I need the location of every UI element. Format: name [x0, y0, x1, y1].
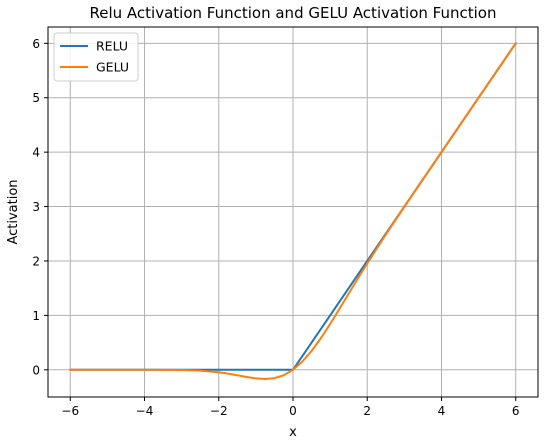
y-tick-label: 2	[32, 254, 40, 268]
y-tick-label: 1	[32, 309, 40, 323]
x-axis-label: x	[289, 425, 297, 440]
series-line-gelu	[69, 42, 517, 381]
y-tick-label: 6	[32, 37, 40, 51]
x-tick-label: 2	[363, 404, 371, 418]
x-tick-label: −4	[136, 404, 154, 418]
y-tick-label: 3	[32, 200, 40, 214]
legend-label-relu: RELU	[96, 39, 128, 54]
x-tick-label: 0	[289, 404, 297, 418]
y-ticks: 0 1 2 3 4 5 6	[32, 37, 48, 377]
y-axis-label: Activation	[6, 179, 21, 244]
y-tick-label: 5	[32, 91, 40, 105]
x-tick-label: 6	[512, 404, 520, 418]
x-tick-label: 4	[438, 404, 446, 418]
chart-title: Relu Activation Function and GELU Activa…	[90, 4, 497, 22]
y-tick-label: 0	[32, 363, 40, 377]
x-tick-label: −6	[61, 404, 79, 418]
series-lines	[69, 42, 517, 381]
x-tick-label: −2	[210, 404, 228, 418]
y-tick-label: 4	[32, 146, 40, 160]
grid	[48, 27, 538, 397]
legend: RELU GELU	[53, 32, 139, 82]
x-ticks: −6 −4 −2 0 2 4 6	[61, 397, 520, 418]
legend-label-gelu: GELU	[96, 60, 129, 75]
